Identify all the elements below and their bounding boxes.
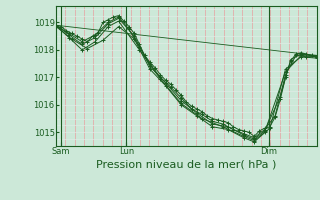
X-axis label: Pression niveau de la mer( hPa ): Pression niveau de la mer( hPa ) [96,159,276,169]
